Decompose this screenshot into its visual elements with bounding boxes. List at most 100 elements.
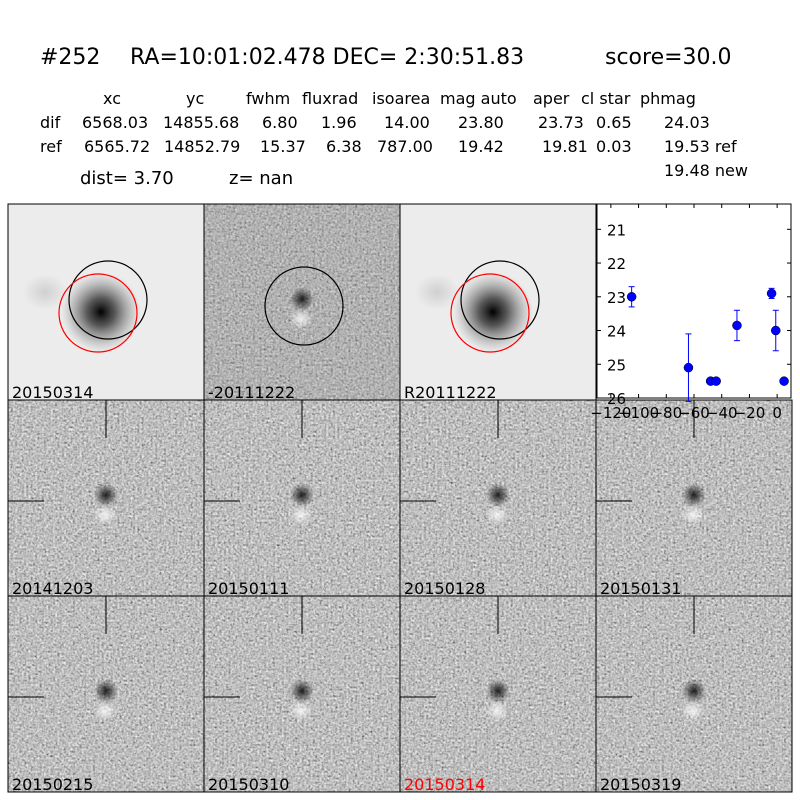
- dark-spot: [290, 483, 314, 507]
- light-spot: [289, 505, 313, 525]
- image-panel: [399, 595, 597, 793]
- table-cell: 14.00: [384, 113, 430, 132]
- circle-marker: [450, 273, 530, 353]
- circle-marker: [460, 260, 540, 340]
- table-cell: 14852.79: [164, 137, 240, 156]
- circle-marker: [68, 260, 148, 340]
- chart-area: [596, 203, 792, 399]
- image-panel: [399, 399, 597, 597]
- column-header: yc: [186, 89, 204, 108]
- table-note: 19.48 new: [664, 161, 748, 180]
- circle-marker: [264, 266, 344, 346]
- column-header: cl star: [581, 89, 631, 108]
- panel-frame: [595, 595, 793, 793]
- image-panel: [203, 595, 401, 793]
- table-cell: 14855.68: [163, 113, 239, 132]
- x-tick-label: −80: [650, 404, 682, 422]
- x-tick-label: 0: [772, 404, 782, 422]
- table-cell: 0.03: [596, 137, 632, 156]
- galaxy: [453, 272, 533, 352]
- x-tick-label: −20: [734, 404, 766, 422]
- score: score=30.0: [605, 45, 732, 70]
- distance: dist= 3.70: [80, 168, 174, 189]
- panel-label: 20150128: [404, 579, 485, 598]
- dark-spot: [290, 287, 314, 311]
- data-point: [771, 325, 781, 336]
- panel-label: 20150310: [208, 775, 289, 794]
- dark-spot: [682, 483, 706, 507]
- table-cell: 6565.72: [84, 137, 150, 156]
- x-tick-label: −100: [618, 404, 659, 422]
- panel-label: 20150314: [12, 383, 93, 402]
- y-tick-label: 24: [607, 323, 626, 341]
- panel-label: R20111222: [404, 383, 497, 402]
- light-spot: [93, 505, 117, 525]
- panel-label: 20150314: [404, 775, 485, 794]
- data-point: [711, 376, 721, 386]
- light-spot: [681, 505, 705, 525]
- panel-label: 20141203: [12, 579, 93, 598]
- y-tick-label: 21: [607, 221, 626, 239]
- table-cell: 19.81: [542, 137, 588, 156]
- y-tick-label: 26: [607, 390, 626, 408]
- redshift: z= nan: [229, 168, 293, 189]
- column-header: fwhm: [246, 89, 290, 108]
- table-cell: 0.65: [596, 113, 632, 132]
- image-panel: [203, 203, 401, 401]
- table-cell: 24.03: [664, 113, 710, 132]
- column-header: mag auto: [440, 89, 517, 108]
- panel-label: 20150111: [208, 579, 289, 598]
- data-point: [732, 320, 742, 331]
- image-panel: [399, 203, 597, 401]
- table-cell: 23.73: [538, 113, 584, 132]
- column-header: isoarea: [372, 89, 430, 108]
- light-spot: [485, 701, 509, 721]
- column-header: xc: [103, 89, 121, 108]
- image-panel: [7, 595, 205, 793]
- table-cell: 19.53 ref: [664, 137, 737, 156]
- dark-spot: [682, 679, 706, 703]
- image-panel: [595, 399, 793, 597]
- dark-spot: [290, 679, 314, 703]
- table-cell: 6.80: [262, 113, 298, 132]
- data-point: [626, 292, 637, 302]
- table-cell: 787.00: [377, 137, 433, 156]
- column-header: fluxrad: [302, 89, 358, 108]
- table-cell: dif: [40, 113, 61, 132]
- x-tick-label: −40: [706, 404, 738, 422]
- panel-label: -20111222: [208, 383, 295, 402]
- dark-spot: [94, 679, 118, 703]
- light-spot: [93, 701, 117, 721]
- table-cell: 15.37: [260, 137, 306, 156]
- image-panel: [203, 399, 401, 597]
- data-point: [779, 376, 789, 386]
- table-cell: 1.96: [321, 113, 357, 132]
- image-panel: [7, 399, 205, 597]
- x-tick-label: −60: [678, 404, 710, 422]
- object-id: #252: [40, 45, 100, 70]
- panel-label: 20150215: [12, 775, 93, 794]
- y-tick-label: 22: [607, 255, 626, 273]
- x-tick-label: −120: [590, 404, 631, 422]
- panel-label: 20150319: [600, 775, 681, 794]
- y-tick-label: 23: [607, 289, 626, 307]
- light-spot: [289, 701, 313, 721]
- galaxy-halo: [415, 274, 459, 310]
- table-cell: 6568.03: [82, 113, 148, 132]
- galaxy-halo: [23, 274, 67, 310]
- panels: [7, 203, 793, 793]
- galaxy: [61, 272, 141, 352]
- image-panel: [7, 203, 205, 401]
- overlay: 20150314 -20111222 R20111222 20141203 201501…: [12, 204, 791, 794]
- panel-label: 20150131: [600, 579, 681, 598]
- table-cell: 6.38: [326, 137, 362, 156]
- light-spot: [485, 505, 509, 525]
- column-header: phmag: [640, 89, 696, 108]
- dark-spot: [486, 483, 510, 507]
- data-point: [766, 288, 777, 299]
- circle-marker: [58, 273, 138, 353]
- table-cell: 19.42: [458, 137, 504, 156]
- image-panel: [595, 595, 793, 793]
- dark-spot: [94, 483, 118, 507]
